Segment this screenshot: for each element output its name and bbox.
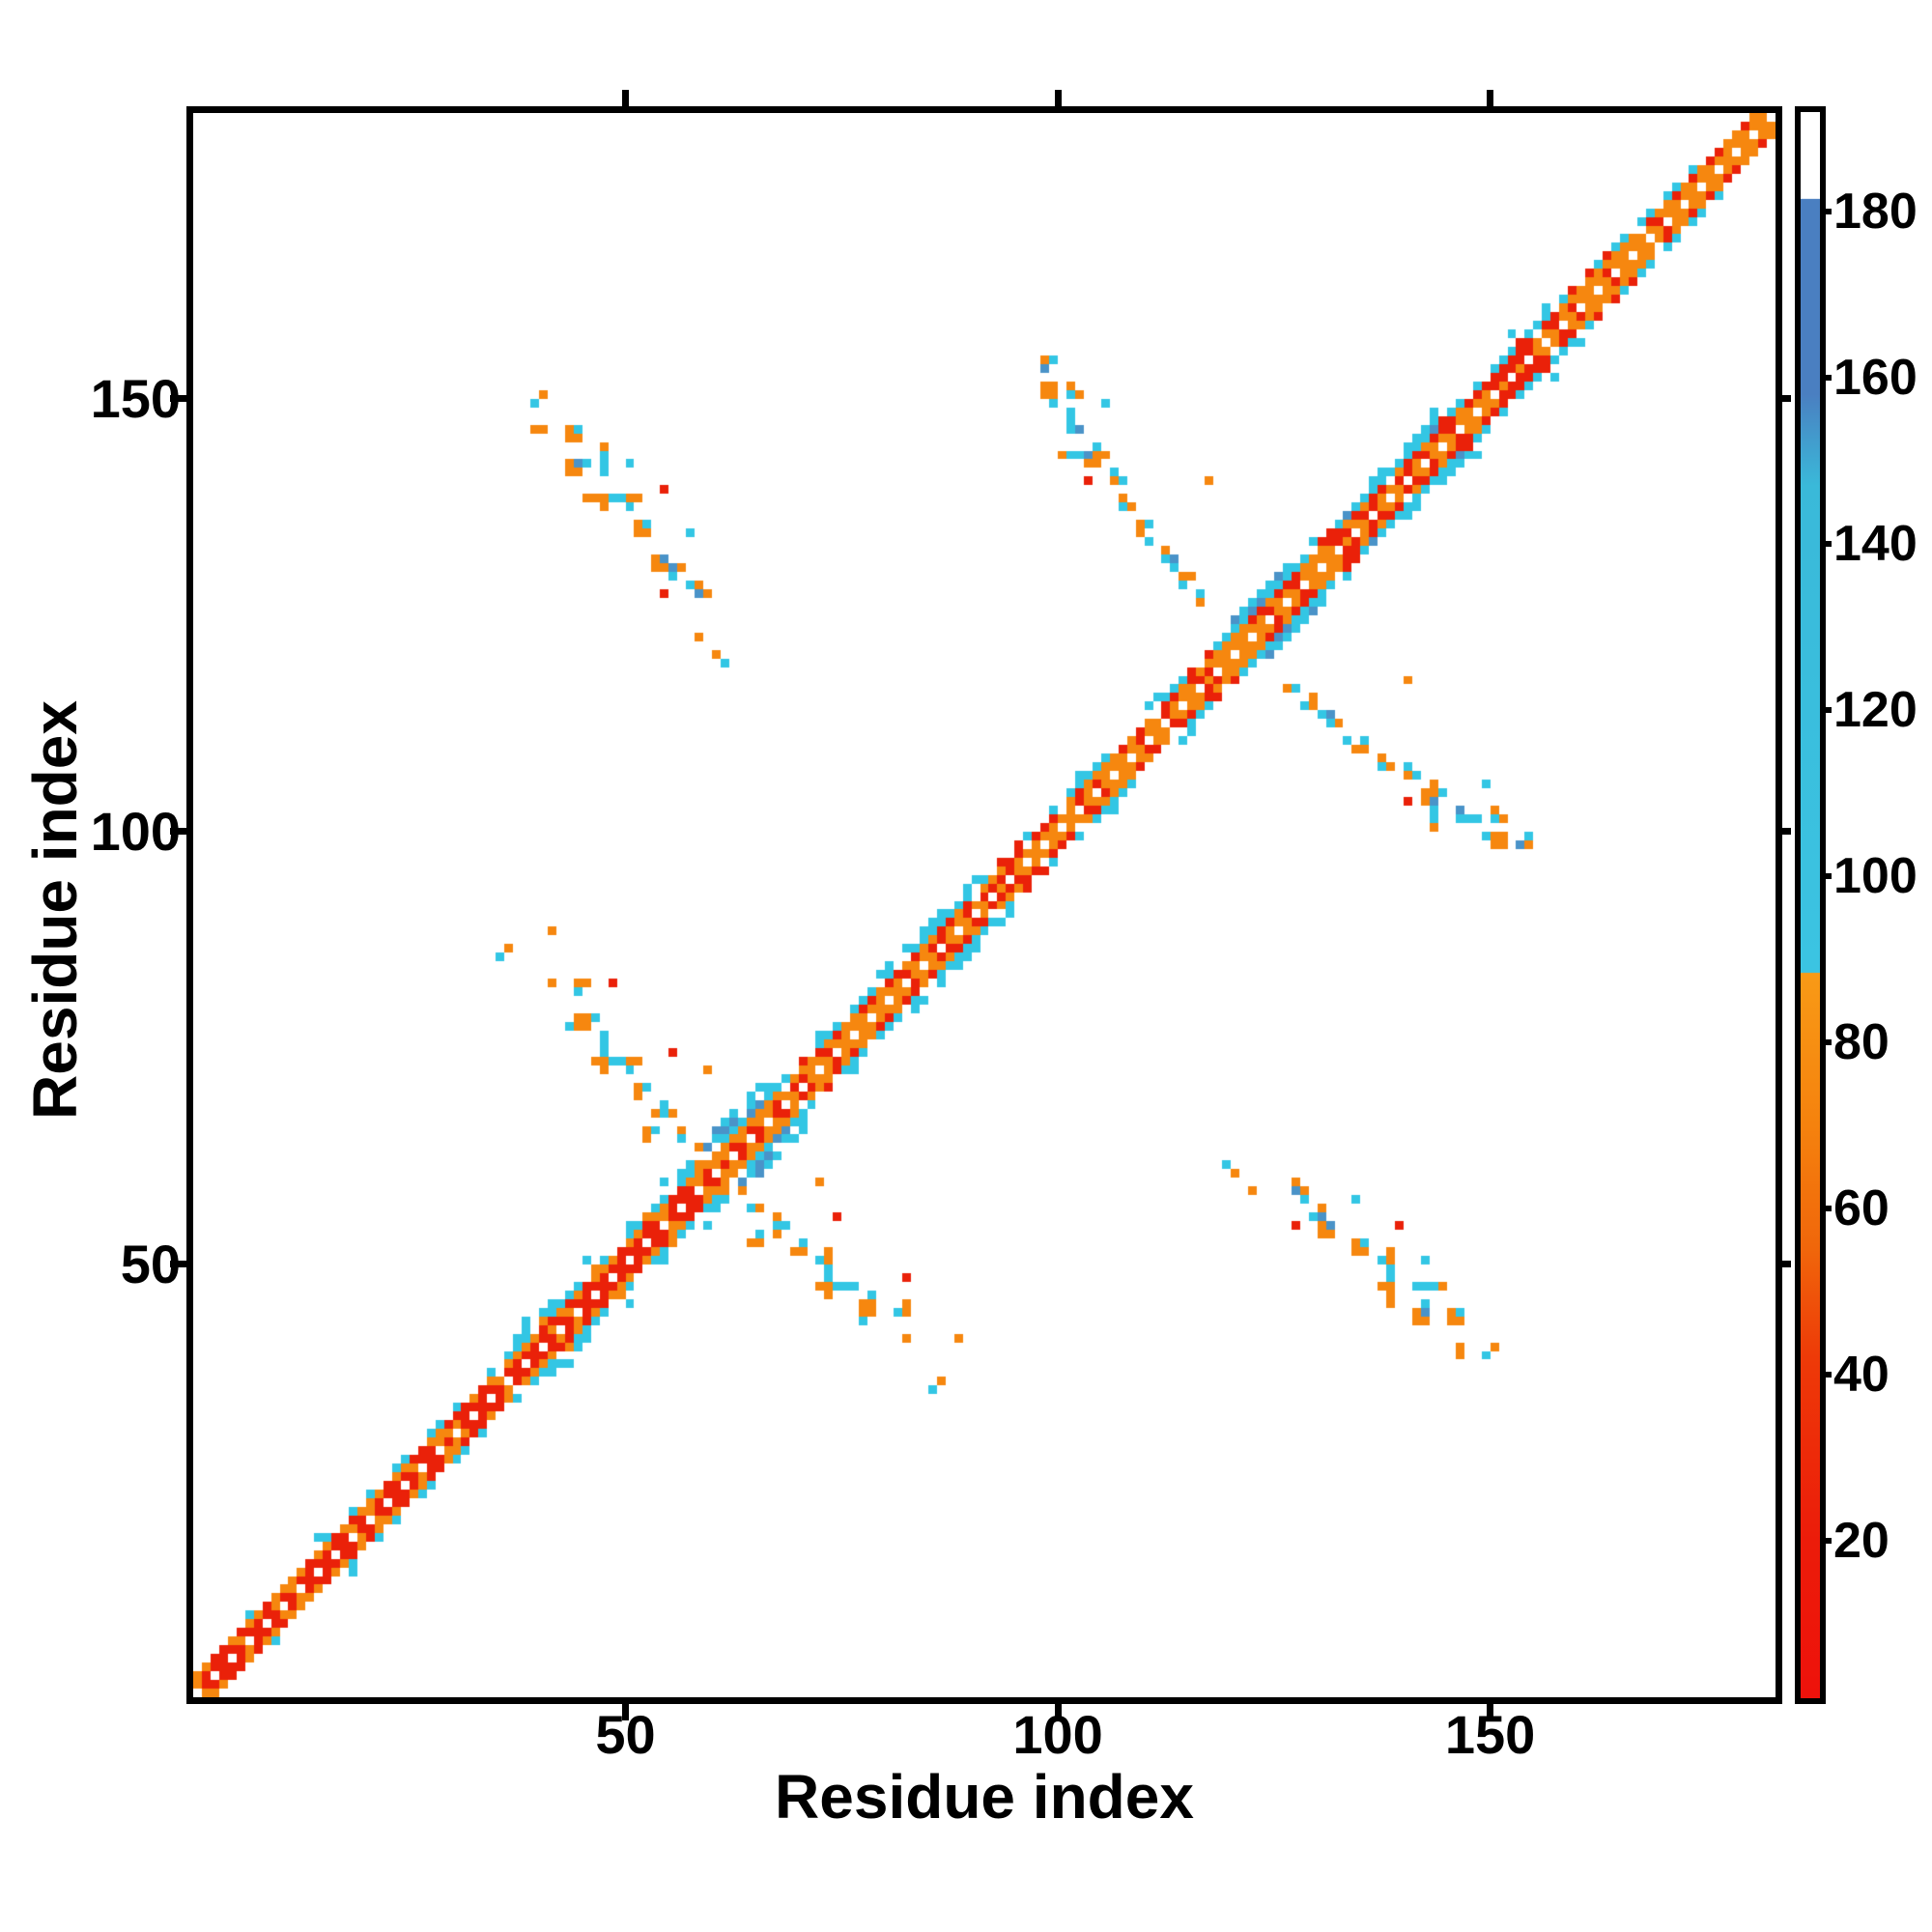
x-tick-bottom (1054, 1704, 1062, 1720)
y-tick-left (170, 828, 186, 836)
colorbar-tick-label: 80 (1833, 1013, 1889, 1070)
x-axis-label: Residue index (775, 1762, 1194, 1832)
colorbar-tick (1820, 1371, 1832, 1378)
colorbar-tick (1820, 1537, 1832, 1544)
colorbar-tick-label: 40 (1833, 1346, 1889, 1403)
x-tick-top (1054, 90, 1062, 106)
y-tick-label: 50 (120, 1233, 181, 1294)
contact-map-canvas (193, 113, 1776, 1697)
colorbar-tick (1820, 375, 1832, 382)
colorbar-tick (1820, 209, 1832, 215)
y-tick-left (170, 1261, 186, 1268)
x-tick-label: 100 (1012, 1704, 1103, 1765)
colorbar (1795, 106, 1826, 1704)
colorbar-tick-label: 100 (1833, 847, 1918, 904)
colorbar-gradient (1801, 112, 1820, 1698)
x-tick-bottom (622, 1704, 630, 1720)
y-axis-label: Residue index (20, 700, 90, 1120)
x-tick-top (622, 90, 630, 106)
x-tick-label: 150 (1444, 1704, 1536, 1765)
colorbar-tick-label: 160 (1833, 350, 1918, 407)
y-tick-right (1782, 1261, 1791, 1268)
colorbar-tick (1820, 872, 1832, 879)
y-tick-label: 150 (90, 367, 181, 429)
colorbar-tick-label: 180 (1833, 184, 1918, 241)
y-tick-label: 100 (90, 800, 181, 862)
colorbar-tick-label: 120 (1833, 681, 1918, 738)
plot-frame (186, 106, 1782, 1704)
y-tick-right (1782, 395, 1791, 403)
x-tick-bottom (1487, 1704, 1494, 1720)
colorbar-tick-label: 140 (1833, 516, 1918, 573)
x-tick-label: 50 (595, 1704, 656, 1765)
colorbar-tick (1820, 706, 1832, 713)
colorbar-tick-label: 60 (1833, 1179, 1889, 1236)
colorbar-tick (1820, 541, 1832, 548)
colorbar-tick-label: 20 (1833, 1512, 1889, 1569)
colorbar-tick (1820, 1205, 1832, 1211)
y-tick-left (170, 395, 186, 403)
x-tick-top (1487, 90, 1494, 106)
colorbar-tick (1820, 1038, 1832, 1045)
y-tick-right (1782, 828, 1791, 836)
